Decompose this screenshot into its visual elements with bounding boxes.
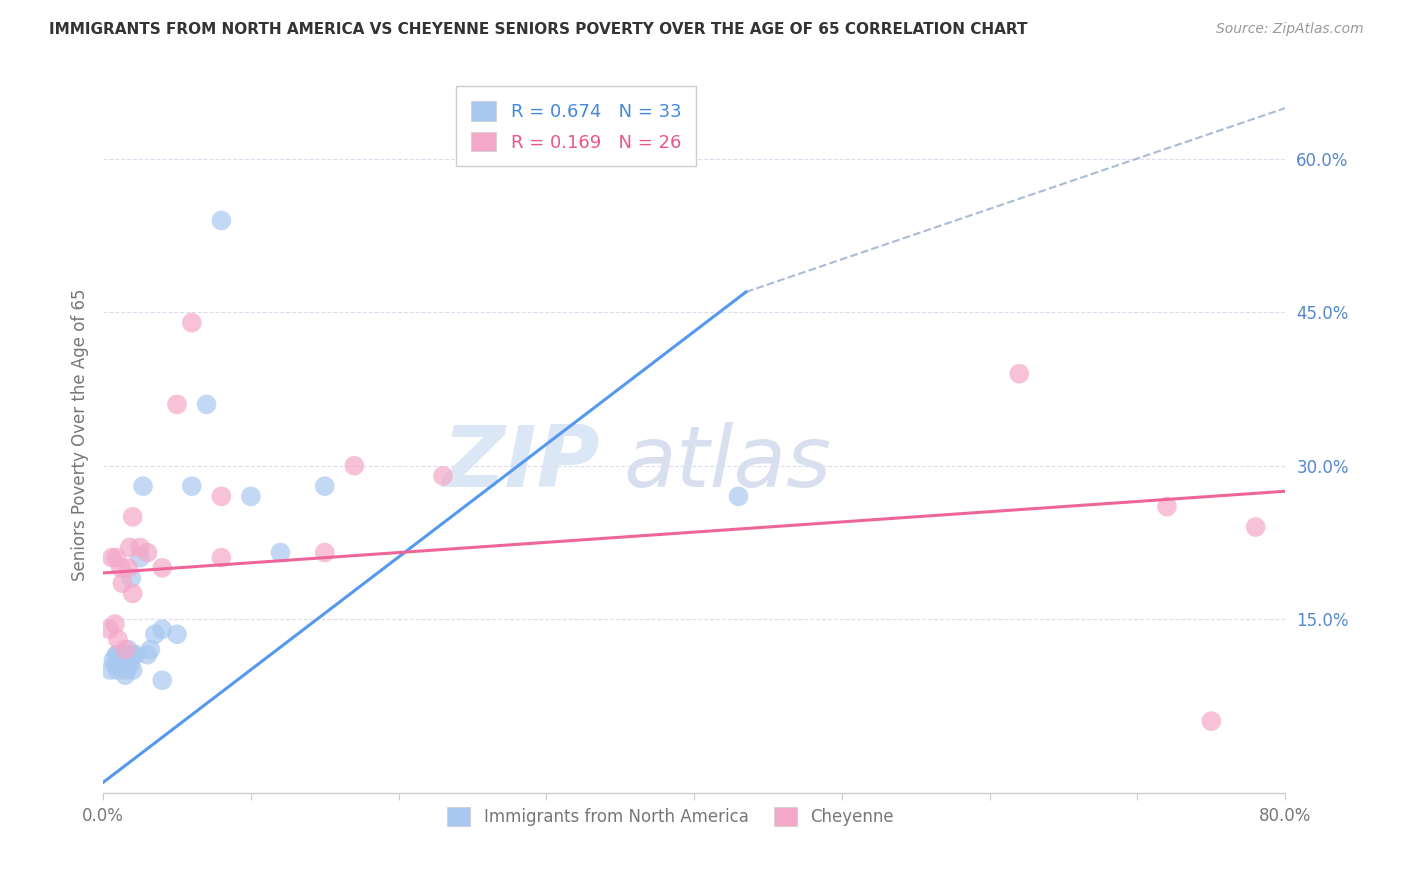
Point [121, 509, 143, 524]
Point [100, 663, 122, 677]
Text: ZIP: ZIP [441, 422, 599, 505]
Point [150, 561, 173, 575]
Point [209, 489, 232, 503]
Point [136, 545, 159, 559]
Point [1201, 714, 1223, 728]
Point [110, 657, 132, 672]
Point [314, 545, 336, 559]
Point [101, 550, 124, 565]
Point [180, 479, 202, 493]
Point [166, 627, 188, 641]
Text: Source: ZipAtlas.com: Source: ZipAtlas.com [1216, 22, 1364, 37]
Point [166, 397, 188, 411]
Point [180, 316, 202, 330]
Point [104, 657, 127, 672]
Point [139, 642, 162, 657]
Point [114, 642, 136, 657]
Point [343, 458, 366, 473]
Point [209, 550, 232, 565]
Point [195, 397, 218, 411]
Point [727, 489, 749, 503]
Point [118, 541, 141, 555]
Point [124, 648, 146, 662]
Point [111, 576, 134, 591]
Point [129, 550, 152, 565]
Text: atlas: atlas [623, 422, 831, 505]
Point [107, 663, 129, 677]
Point [107, 648, 129, 662]
Point [132, 479, 155, 493]
Point [1244, 520, 1267, 534]
Point [105, 550, 128, 565]
Point [314, 479, 336, 493]
Point [143, 627, 166, 641]
Y-axis label: Seniors Poverty Over the Age of 65: Seniors Poverty Over the Age of 65 [72, 289, 89, 582]
Point [121, 648, 143, 662]
Point [104, 617, 127, 632]
Point [115, 663, 138, 677]
Point [114, 668, 136, 682]
Point [117, 561, 139, 575]
Point [110, 561, 132, 575]
Point [209, 213, 232, 227]
Point [120, 571, 142, 585]
Point [121, 586, 143, 600]
Point [118, 657, 141, 672]
Point [136, 648, 159, 662]
Point [1008, 367, 1031, 381]
Text: IMMIGRANTS FROM NORTH AMERICA VS CHEYENNE SENIORS POVERTY OVER THE AGE OF 65 COR: IMMIGRANTS FROM NORTH AMERICA VS CHEYENN… [49, 22, 1028, 37]
Point [150, 673, 173, 688]
Point [117, 642, 139, 657]
Point [129, 541, 152, 555]
Point [103, 653, 125, 667]
Point [432, 469, 454, 483]
Point [269, 545, 291, 559]
Point [111, 653, 134, 667]
Point [112, 648, 135, 662]
Point [150, 622, 173, 636]
Point [121, 663, 143, 677]
Point [105, 648, 128, 662]
Point [1156, 500, 1178, 514]
Legend: Immigrants from North America, Cheyenne: Immigrants from North America, Cheyenne [439, 799, 903, 834]
Point [98, 622, 121, 636]
Point [107, 632, 129, 647]
Point [239, 489, 262, 503]
Point [114, 657, 136, 672]
